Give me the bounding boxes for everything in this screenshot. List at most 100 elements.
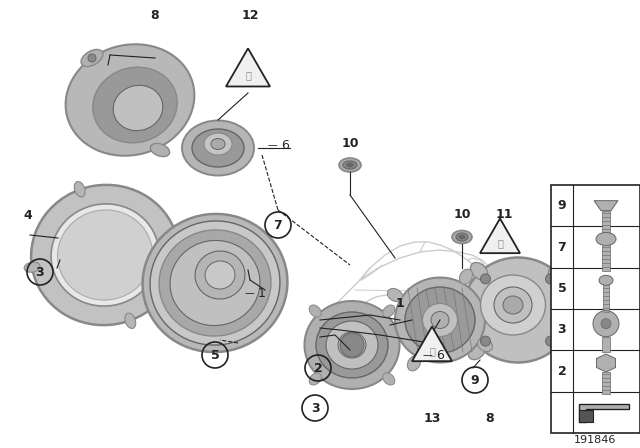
Text: ⏻: ⏻ — [245, 70, 251, 80]
Text: 12: 12 — [241, 9, 259, 22]
Text: —: — — [244, 288, 254, 298]
Circle shape — [88, 54, 96, 62]
Ellipse shape — [170, 241, 260, 326]
Text: 9: 9 — [557, 199, 566, 212]
Polygon shape — [579, 405, 629, 422]
Ellipse shape — [422, 303, 458, 336]
Text: ⏻: ⏻ — [497, 238, 503, 248]
Ellipse shape — [326, 321, 378, 369]
Ellipse shape — [395, 277, 485, 362]
Bar — [602, 336, 610, 352]
Text: 13: 13 — [423, 412, 441, 425]
Ellipse shape — [550, 342, 568, 360]
Bar — [551, 185, 640, 433]
Circle shape — [481, 336, 490, 346]
Polygon shape — [226, 48, 270, 86]
Ellipse shape — [93, 67, 177, 143]
Text: 9: 9 — [470, 374, 479, 387]
Text: —: — — [268, 140, 277, 150]
Ellipse shape — [596, 233, 616, 246]
Text: 6: 6 — [436, 349, 444, 362]
Ellipse shape — [309, 373, 321, 385]
Circle shape — [545, 336, 556, 346]
Ellipse shape — [66, 44, 195, 156]
Text: 4: 4 — [24, 208, 33, 221]
Circle shape — [481, 274, 490, 284]
Ellipse shape — [470, 263, 488, 280]
Ellipse shape — [599, 276, 613, 285]
Text: 6: 6 — [281, 138, 289, 151]
Text: 5: 5 — [557, 282, 566, 295]
Ellipse shape — [150, 221, 280, 345]
Ellipse shape — [477, 338, 493, 352]
Ellipse shape — [305, 301, 399, 389]
Ellipse shape — [205, 261, 235, 289]
Ellipse shape — [494, 287, 532, 323]
Text: 5: 5 — [211, 349, 220, 362]
Ellipse shape — [503, 296, 523, 314]
Ellipse shape — [159, 230, 271, 336]
Ellipse shape — [387, 289, 403, 302]
Ellipse shape — [143, 214, 287, 352]
Ellipse shape — [383, 305, 395, 317]
Ellipse shape — [468, 342, 486, 360]
Text: 3: 3 — [557, 323, 566, 336]
Ellipse shape — [81, 49, 103, 67]
Circle shape — [545, 274, 556, 284]
Polygon shape — [480, 219, 520, 253]
Ellipse shape — [51, 204, 159, 306]
Text: 2: 2 — [557, 365, 566, 378]
Ellipse shape — [408, 356, 420, 371]
Text: —: — — [422, 350, 432, 360]
Ellipse shape — [125, 313, 136, 328]
Ellipse shape — [74, 181, 85, 197]
Ellipse shape — [58, 210, 152, 300]
Text: 2: 2 — [314, 362, 323, 375]
Ellipse shape — [456, 233, 468, 241]
Ellipse shape — [460, 269, 472, 284]
Ellipse shape — [431, 311, 449, 328]
Ellipse shape — [452, 231, 472, 244]
Ellipse shape — [31, 185, 179, 325]
Ellipse shape — [405, 287, 475, 353]
Ellipse shape — [459, 235, 465, 239]
Polygon shape — [412, 327, 452, 361]
Circle shape — [340, 333, 364, 357]
Ellipse shape — [195, 251, 245, 299]
Ellipse shape — [548, 263, 566, 280]
Ellipse shape — [339, 158, 361, 172]
Ellipse shape — [316, 312, 388, 378]
Polygon shape — [594, 201, 618, 211]
Ellipse shape — [343, 161, 357, 169]
Ellipse shape — [204, 133, 232, 155]
Ellipse shape — [24, 262, 40, 272]
Text: 7: 7 — [557, 241, 566, 254]
Ellipse shape — [211, 138, 225, 150]
Ellipse shape — [113, 85, 163, 131]
Bar — [579, 410, 593, 422]
Ellipse shape — [338, 332, 366, 358]
Text: 7: 7 — [274, 219, 282, 232]
Bar — [603, 285, 609, 313]
Bar — [602, 372, 610, 394]
Text: ⏻: ⏻ — [429, 346, 435, 356]
Text: 3: 3 — [310, 401, 319, 414]
Ellipse shape — [170, 238, 186, 248]
Circle shape — [593, 310, 619, 336]
Ellipse shape — [192, 129, 244, 167]
Polygon shape — [596, 354, 616, 372]
Ellipse shape — [346, 163, 353, 167]
Ellipse shape — [150, 143, 170, 157]
Text: 10: 10 — [453, 207, 471, 220]
Text: 1: 1 — [396, 297, 404, 310]
Bar — [602, 245, 610, 271]
Bar — [602, 211, 610, 233]
Text: 3: 3 — [36, 266, 44, 279]
Text: 8: 8 — [486, 412, 494, 425]
Text: 11: 11 — [495, 207, 513, 220]
Circle shape — [601, 319, 611, 329]
Ellipse shape — [463, 258, 573, 362]
Ellipse shape — [481, 275, 545, 335]
Ellipse shape — [383, 373, 395, 385]
Text: 191846: 191846 — [574, 435, 616, 445]
